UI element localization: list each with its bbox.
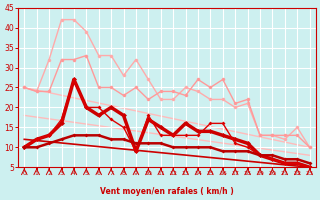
- X-axis label: Vent moyen/en rafales ( km/h ): Vent moyen/en rafales ( km/h ): [100, 187, 234, 196]
